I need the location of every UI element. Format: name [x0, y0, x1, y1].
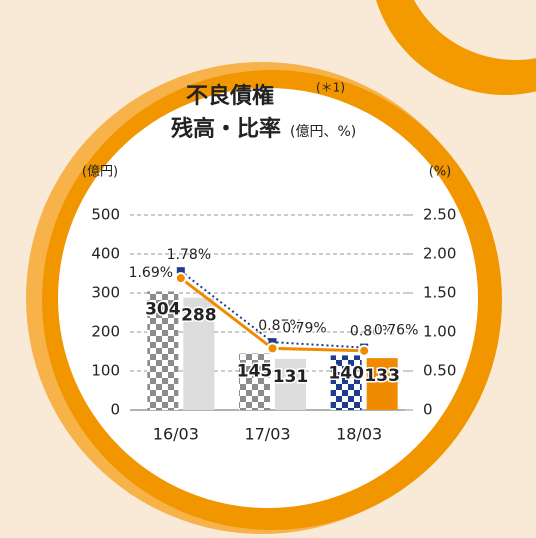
title: 不良債権 [186, 83, 274, 109]
bar [330, 355, 362, 410]
y2-tick-label: 0 [423, 401, 433, 419]
line-label: 1.69% [129, 265, 173, 281]
line-marker [358, 344, 371, 357]
x-tick-label: 16/03 [153, 425, 199, 444]
y2-tick-label: 0.50 [423, 362, 456, 380]
bar-label: 145 [237, 361, 273, 381]
y2-tick-label: 1.50 [423, 284, 456, 302]
bar [147, 291, 179, 410]
x-tick-label: 18/03 [336, 425, 382, 444]
y-axis-label: (億円) [82, 164, 118, 180]
y2-tick-label: 2.50 [423, 206, 456, 224]
y-tick-label: 500 [91, 206, 120, 224]
bar-label: 131 [273, 367, 309, 387]
x-tick-label: 17/03 [244, 425, 290, 444]
line-label: 1.78% [167, 247, 211, 263]
line-label: 0.87% [258, 318, 302, 334]
line-label: 0.79% [282, 320, 326, 336]
y-tick-label: 300 [91, 284, 120, 302]
line-marker [268, 338, 277, 347]
ring-inner [58, 88, 478, 508]
y-tick-label: 200 [91, 323, 120, 341]
y2-axis-label: (%) [429, 165, 452, 180]
bar-label: 288 [181, 306, 217, 326]
subtitle-note: (億円、%) [290, 124, 356, 140]
subtitle: 残高・比率 [171, 116, 281, 142]
bar [239, 353, 270, 410]
title-note: (＊1) [316, 81, 345, 95]
y2-tick-label: 1.00 [423, 323, 456, 341]
bar-label: 304 [145, 299, 181, 319]
y-tick-label: 0 [110, 401, 120, 419]
y-tick-label: 400 [91, 245, 120, 263]
line-label: 0.80% [350, 324, 394, 340]
y-tick-label: 100 [91, 362, 120, 380]
bar [366, 358, 398, 410]
line-label: 0.76% [374, 323, 418, 339]
bar-label: 133 [364, 366, 400, 386]
y2-tick-label: 2.00 [423, 245, 456, 263]
line-marker [266, 342, 279, 355]
line-marker [174, 272, 187, 285]
line-marker [176, 267, 185, 276]
bar-label: 140 [328, 363, 364, 383]
deco-ring-inner [414, 0, 536, 60]
bar [183, 297, 215, 410]
bar [275, 358, 306, 410]
